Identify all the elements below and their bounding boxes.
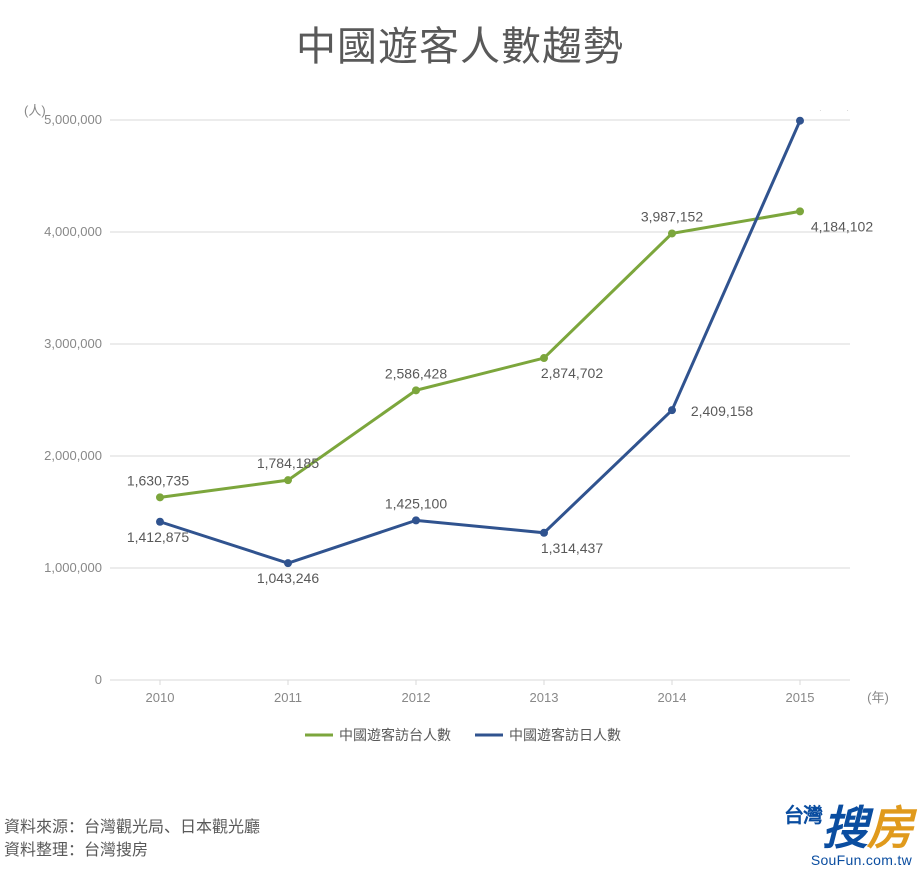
x-tick-label: 2013: [530, 690, 559, 705]
data-label: 1,412,875: [127, 529, 189, 545]
y-tick-label: 1,000,000: [44, 560, 102, 575]
data-label: 4,184,102: [811, 218, 873, 234]
logo-text: 台灣搜房: [784, 806, 912, 852]
y-tick-label: 5,000,000: [44, 112, 102, 127]
data-label: 1,630,735: [127, 472, 189, 488]
logo-fang: 房: [867, 803, 912, 854]
data-label: 2,874,702: [541, 365, 603, 381]
x-tick-label: 2012: [402, 690, 431, 705]
chart-container: 中國遊客人數趨勢 (人) 0 1,000,000 2,000,000 3,000,00…: [0, 0, 920, 880]
series-marker: [668, 406, 676, 414]
y-tick-label: 4,000,000: [44, 224, 102, 239]
y-axis-unit: (人): [24, 100, 46, 119]
series-marker: [284, 476, 292, 484]
x-tick-label: 2015: [786, 690, 815, 705]
chart-title: 中國遊客人數趨勢: [0, 0, 920, 72]
data-label: 4,993,689: [811, 110, 873, 112]
y-tick-label: 2,000,000: [44, 448, 102, 463]
data-label: 1,043,246: [257, 570, 319, 586]
series-marker: [412, 386, 420, 394]
series-line: [160, 121, 800, 563]
y-tick-label: 0: [95, 672, 102, 687]
series-marker: [156, 518, 164, 526]
series-marker: [540, 529, 548, 537]
compiled-label: 資料整理：: [4, 842, 84, 859]
series-marker: [412, 516, 420, 524]
x-tick-label: 2010: [146, 690, 175, 705]
source-label: 資料來源：: [4, 819, 84, 836]
compiled-value: 台灣搜房: [84, 842, 148, 859]
series-marker: [540, 354, 548, 362]
x-tick-label: 2011: [274, 690, 302, 705]
data-label: 3,987,152: [641, 208, 703, 224]
x-tick-label: 2014: [658, 690, 687, 705]
data-label: 2,409,158: [691, 403, 753, 419]
series-marker: [156, 493, 164, 501]
y-tick-label: 3,000,000: [44, 336, 102, 351]
brand-logo: 台灣搜房 SouFun.com.tw: [784, 806, 912, 868]
x-axis-unit: (年): [867, 690, 889, 705]
legend-label: 中國遊客訪台人數: [339, 727, 451, 743]
logo-tai: 台灣: [784, 806, 822, 827]
data-label: 1,314,437: [541, 540, 603, 556]
source-value: 台灣觀光局、日本觀光廳: [84, 819, 260, 836]
logo-sou: 搜: [822, 803, 867, 854]
series-marker: [796, 117, 804, 125]
data-label: 1,425,100: [385, 495, 447, 511]
compiled-line: 資料整理：台灣搜房: [4, 839, 260, 862]
chart-area: (人) 01,000,0002,000,0003,000,0004,000,00…: [30, 110, 900, 760]
line-chart-svg: 0 1,000,000 2,000,000 3,000,000 4,000,000 5,0…: [30, 110, 900, 760]
series-marker: [796, 207, 804, 215]
footer-credits: 資料來源：台灣觀光局、日本觀光廳 資料整理：台灣搜房: [4, 816, 260, 862]
series-marker: [668, 229, 676, 237]
data-label: 1,784,185: [257, 455, 319, 471]
legend-label: 中國遊客訪日人數: [509, 727, 621, 743]
source-line: 資料來源：台灣觀光局、日本觀光廳: [4, 816, 260, 839]
logo-url: SouFun.com.tw: [784, 852, 912, 868]
data-label: 2,586,428: [385, 365, 447, 381]
series-marker: [284, 559, 292, 567]
